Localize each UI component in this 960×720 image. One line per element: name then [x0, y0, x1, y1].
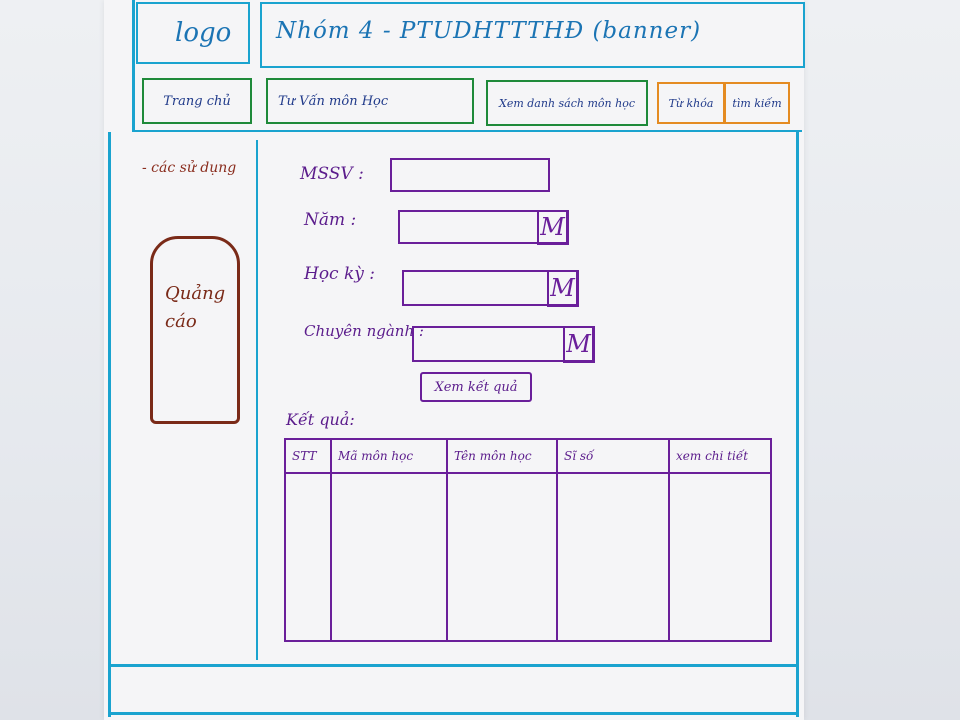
logo: logo — [175, 18, 232, 48]
major-select[interactable]: M — [412, 325, 595, 363]
ad-banner — [150, 236, 240, 424]
semester-label: Học kỳ : — [304, 264, 376, 284]
banner-title: Nhóm 4 - PTUDHTTTHĐ (banner) — [276, 18, 702, 44]
table-cell — [446, 472, 558, 642]
sidebar — [134, 140, 258, 660]
major-label: Chuyên ngành : — [304, 322, 424, 340]
table-cell[interactable] — [668, 472, 772, 642]
frame-right-border — [796, 132, 799, 717]
nav-bar — [134, 72, 802, 132]
results-label: Kết quả: — [286, 410, 355, 429]
ad-label: Quảng cáo — [165, 283, 226, 332]
nav-item-course-list[interactable]: Xem danh sách môn học — [486, 80, 648, 126]
keyword-input[interactable]: Từ khóa — [657, 82, 725, 124]
logo-box[interactable] — [136, 2, 250, 64]
semester-select[interactable]: M — [402, 269, 579, 307]
nav-item-advice[interactable]: Tư Vấn môn Học — [266, 78, 474, 124]
col-header-course-code: Mã môn học — [330, 438, 448, 474]
sidebar-link-usage[interactable]: - các sử dụng — [142, 160, 237, 176]
table-row — [284, 472, 772, 642]
semester-dropdown-icon[interactable]: M — [546, 269, 579, 307]
results-header-row: STT Mã môn học Tên môn học Sĩ số xem chi… — [284, 438, 772, 474]
col-header-stt: STT — [284, 438, 332, 474]
header-left-border — [132, 0, 135, 132]
mssv-label: MSSV : — [300, 164, 364, 184]
year-select[interactable]: M — [398, 209, 569, 245]
table-cell — [556, 472, 670, 642]
footer-bottom-border — [108, 712, 798, 715]
col-header-class-size: Sĩ số — [556, 438, 670, 474]
major-dropdown-icon[interactable]: M — [562, 325, 595, 363]
table-cell — [330, 472, 448, 642]
nav-item-home[interactable]: Trang chủ — [142, 78, 252, 124]
col-header-course-name: Tên môn học — [446, 438, 558, 474]
search-button[interactable]: tìm kiếm — [724, 82, 790, 124]
col-header-details: xem chi tiết — [668, 438, 772, 474]
frame-left-border — [108, 132, 111, 717]
table-cell — [284, 472, 332, 642]
year-dropdown-icon[interactable]: M — [536, 209, 569, 245]
results-table: STT Mã môn học Tên môn học Sĩ số xem chi… — [284, 438, 772, 642]
banner-box — [260, 2, 805, 68]
year-label: Năm : — [304, 210, 357, 230]
footer-top-border — [108, 664, 798, 667]
view-results-button[interactable]: Xem kết quả — [420, 372, 532, 402]
mssv-input[interactable] — [390, 158, 550, 192]
